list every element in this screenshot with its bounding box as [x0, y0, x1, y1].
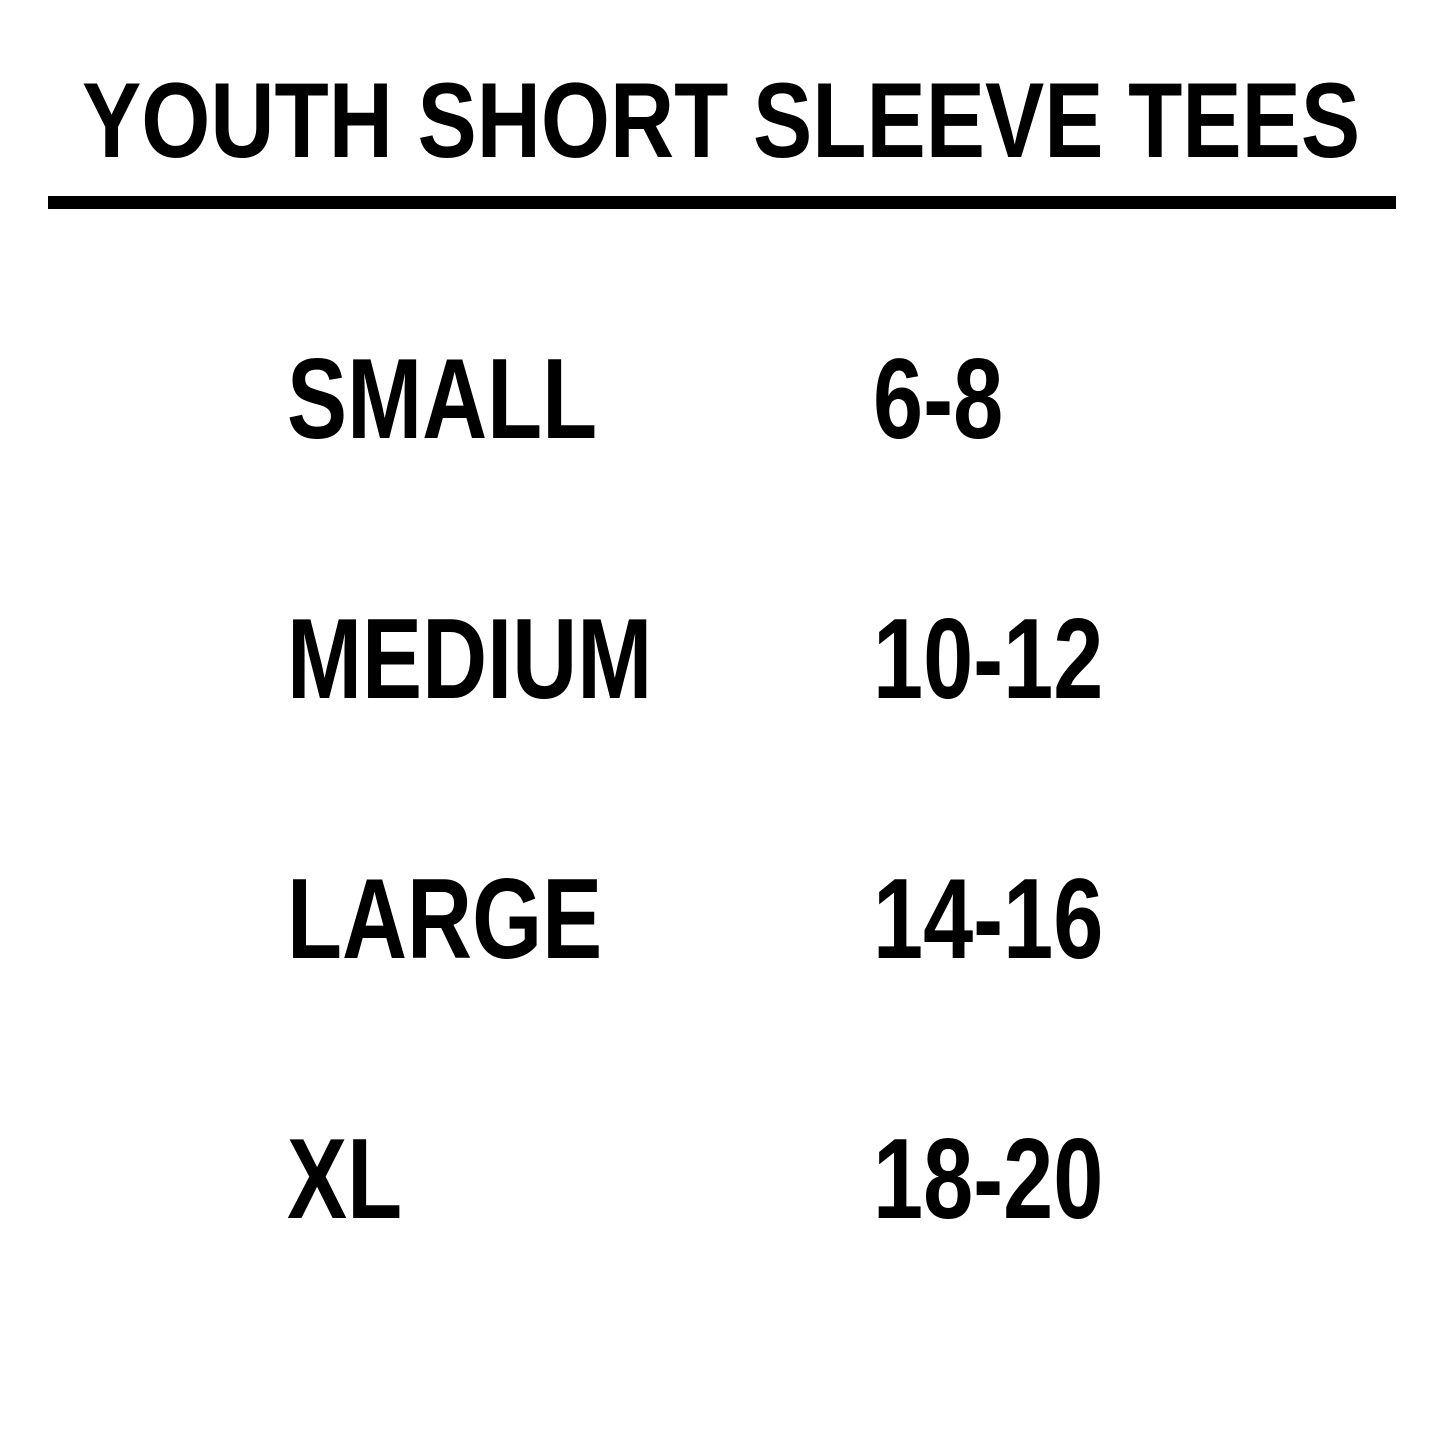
size-range: 14-16 — [873, 856, 1104, 983]
page-title: YOUTH SHORT SLEEVE TEES — [82, 60, 1361, 180]
size-range: 10-12 — [873, 596, 1104, 723]
size-label: LARGE — [287, 856, 603, 983]
size-range: 18-20 — [873, 1116, 1104, 1243]
title-divider — [48, 196, 1396, 209]
size-label: MEDIUM — [287, 596, 653, 723]
size-range: 6-8 — [873, 336, 1004, 463]
size-label: XL — [287, 1116, 403, 1243]
size-label: SMALL — [287, 336, 598, 463]
